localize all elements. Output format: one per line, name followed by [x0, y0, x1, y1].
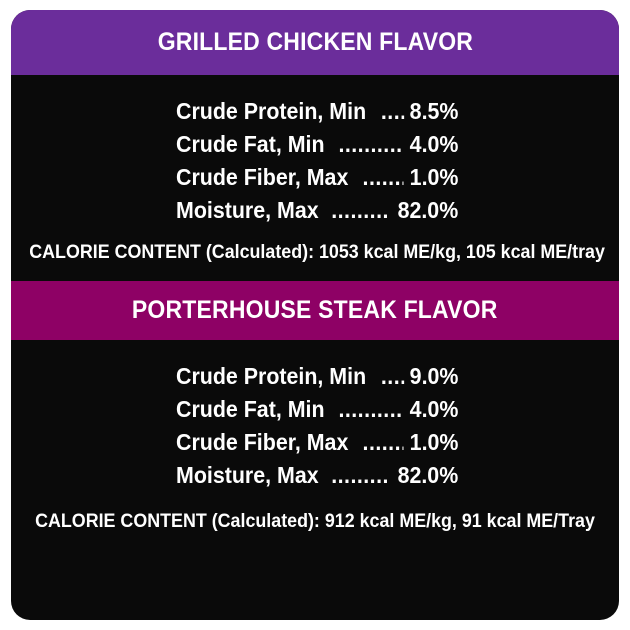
analysis-table-grilled-chicken: Crude Protein, Min .....................… [172, 95, 458, 227]
analysis-row-label: Moisture, Max [176, 197, 319, 223]
calorie-content-porterhouse-steak: CALORIE CONTENT (Calculated): 912 kcal M… [35, 511, 595, 532]
analysis-row-leader: ........................................… [338, 396, 403, 422]
analysis-table-porterhouse-steak: Crude Protein, Min .....................… [172, 360, 458, 492]
analysis-row-leader: ........................................… [362, 164, 404, 190]
flavor-title-porterhouse-steak: PORTERHOUSE STEAK FLAVOR [132, 296, 498, 324]
analysis-row-leader: ........................................… [338, 131, 403, 157]
analysis-row-value: 1.0% [409, 164, 458, 190]
analysis-row-value: 82.0% [397, 462, 458, 488]
analysis-row: Crude Protein, Min .....................… [176, 360, 458, 393]
analysis-row-label: Moisture, Max [176, 462, 319, 488]
analysis-row-label: Crude Protein, Min [176, 363, 367, 389]
analysis-row: Crude Fiber, Max .......................… [176, 161, 458, 194]
analysis-row: Moisture, Max ..........................… [176, 459, 458, 492]
analysis-section-porterhouse-steak: Crude Protein, Min .....................… [11, 340, 619, 550]
calorie-content-grilled-chicken: CALORIE CONTENT (Calculated): 1053 kcal … [29, 242, 605, 263]
analysis-row-label: Crude Fiber, Max [176, 164, 349, 190]
analysis-row-leader: ........................................… [362, 429, 404, 455]
analysis-row-value: 1.0% [409, 429, 458, 455]
analysis-row: Crude Protein, Min .....................… [176, 95, 458, 128]
analysis-row: Moisture, Max ..........................… [176, 194, 458, 227]
analysis-row-label: Crude Fat, Min [176, 396, 325, 422]
analysis-row-value: 8.5% [409, 98, 458, 124]
analysis-row-label: Crude Protein, Min [176, 98, 367, 124]
analysis-section-grilled-chicken: Crude Protein, Min .....................… [11, 75, 619, 281]
flavor-band-porterhouse-steak: PORTERHOUSE STEAK FLAVOR [11, 281, 619, 340]
flavor-band-grilled-chicken: GRILLED CHICKEN FLAVOR [11, 10, 619, 75]
analysis-row-leader: ........................................… [331, 462, 391, 488]
analysis-row: Crude Fat, Min .........................… [176, 393, 458, 426]
analysis-row-value: 4.0% [409, 396, 458, 422]
analysis-row: Crude Fiber, Max .......................… [176, 426, 458, 459]
analysis-row-value: 9.0% [409, 363, 458, 389]
analysis-row-value: 4.0% [409, 131, 458, 157]
flavor-title-grilled-chicken: GRILLED CHICKEN FLAVOR [157, 28, 473, 56]
analysis-row-label: Crude Fiber, Max [176, 429, 349, 455]
analysis-row-leader: ........................................… [331, 197, 391, 223]
analysis-row: Crude Fat, Min .........................… [176, 128, 458, 161]
analysis-row-value: 82.0% [397, 197, 458, 223]
analysis-row-leader: ........................................… [381, 363, 404, 389]
analysis-row-leader: ........................................… [381, 98, 404, 124]
guaranteed-analysis-label-card: GRILLED CHICKEN FLAVOR Crude Protein, Mi… [11, 10, 619, 620]
analysis-row-label: Crude Fat, Min [176, 131, 325, 157]
